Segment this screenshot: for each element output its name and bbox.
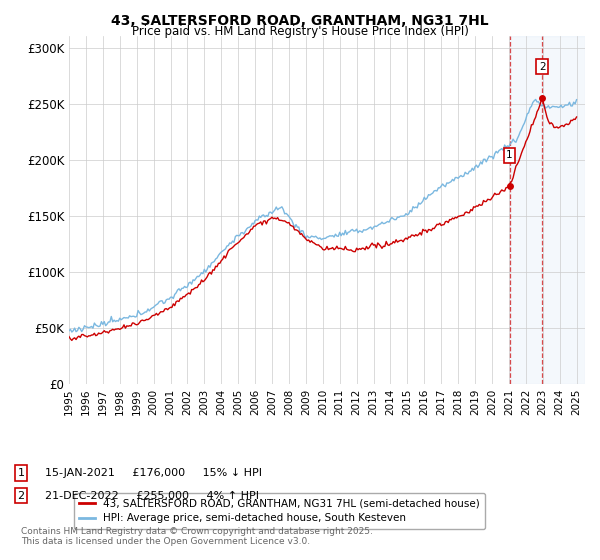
Bar [509, 36, 585, 384]
Text: 21-DEC-2022     £255,000     4% ↑ HPI: 21-DEC-2022 £255,000 4% ↑ HPI [45, 491, 259, 501]
Text: 2: 2 [539, 62, 545, 72]
Text: 1: 1 [506, 150, 513, 160]
Text: 15-JAN-2021     £176,000     15% ↓ HPI: 15-JAN-2021 £176,000 15% ↓ HPI [45, 468, 262, 478]
Text: Price paid vs. HM Land Registry's House Price Index (HPI): Price paid vs. HM Land Registry's House … [131, 25, 469, 38]
Legend: 43, SALTERSFORD ROAD, GRANTHAM, NG31 7HL (semi-detached house), HPI: Average pri: 43, SALTERSFORD ROAD, GRANTHAM, NG31 7HL… [74, 493, 485, 529]
Text: Contains HM Land Registry data © Crown copyright and database right 2025.
This d: Contains HM Land Registry data © Crown c… [21, 526, 373, 546]
Text: 1: 1 [17, 468, 25, 478]
Text: 2: 2 [17, 491, 25, 501]
Text: 43, SALTERSFORD ROAD, GRANTHAM, NG31 7HL: 43, SALTERSFORD ROAD, GRANTHAM, NG31 7HL [111, 14, 489, 28]
